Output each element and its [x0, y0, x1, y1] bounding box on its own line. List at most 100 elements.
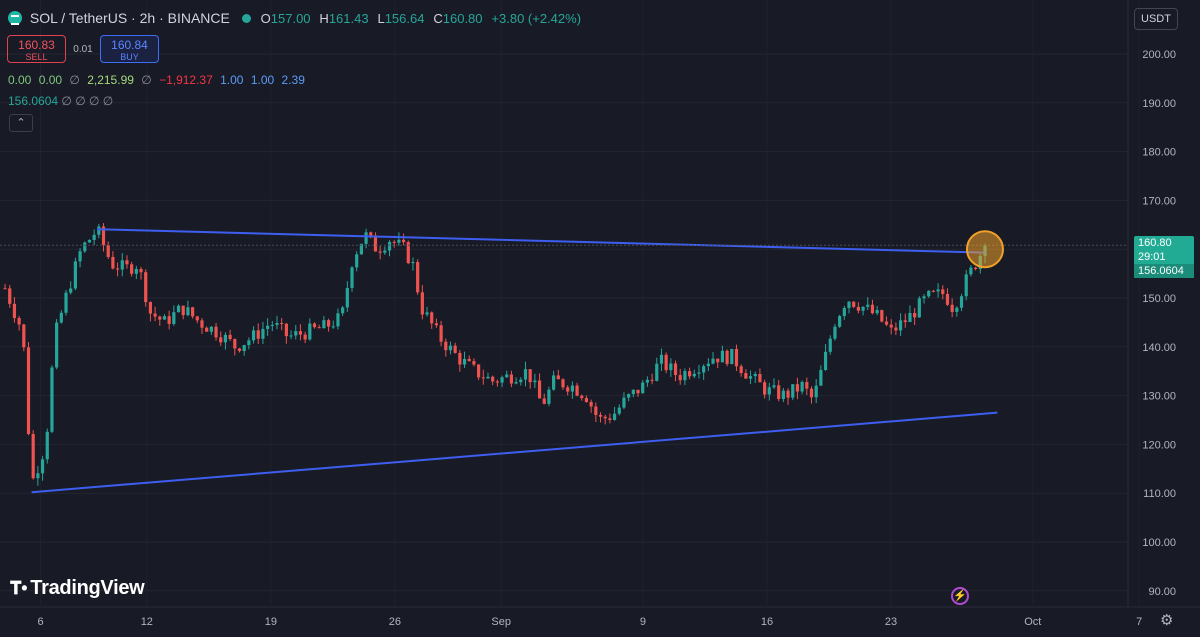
lightning-icon[interactable]: ⚡	[951, 587, 969, 605]
candle-body	[950, 304, 954, 312]
candle-body	[758, 373, 762, 383]
candle-body	[969, 267, 973, 275]
candle-body	[884, 321, 889, 325]
candle-body	[575, 385, 579, 396]
candle-body	[308, 323, 312, 340]
candle-body	[931, 290, 936, 292]
candle-body	[945, 293, 950, 305]
candle-body	[491, 376, 495, 382]
candle-body	[444, 341, 448, 351]
candle-body	[959, 296, 964, 308]
candle-body	[397, 239, 401, 243]
candle-body	[425, 312, 429, 315]
candle-body	[936, 289, 940, 292]
candle-body	[589, 401, 593, 407]
candle-body	[598, 415, 603, 417]
candle-body	[125, 260, 129, 265]
x-tick-label: 26	[389, 616, 401, 628]
candle-body	[167, 316, 171, 324]
candle-body	[78, 251, 82, 262]
candle-body	[659, 354, 664, 364]
candle-body	[519, 379, 523, 383]
candle-body	[233, 339, 237, 349]
candle-body	[856, 306, 860, 311]
candle-body	[22, 324, 26, 348]
x-tick-label: Sep	[491, 616, 511, 628]
open-value: 157.00	[270, 11, 311, 26]
candle-body	[763, 382, 767, 395]
candle-body	[101, 226, 106, 245]
candle-body	[537, 380, 542, 399]
candle-body	[870, 304, 875, 314]
candle-body	[669, 363, 673, 371]
candle-body	[509, 374, 514, 384]
candle-body	[326, 320, 331, 327]
candle-body	[26, 347, 31, 435]
indicator-value: 156.0604	[8, 94, 59, 108]
y-tick-label: 140.00	[1142, 342, 1176, 354]
candle-body	[3, 288, 7, 290]
candle-body	[261, 328, 265, 339]
indicator-value: 1.00	[250, 73, 275, 87]
candle-body	[495, 381, 499, 383]
chevron-up-icon[interactable]: ⌃	[9, 114, 33, 132]
candle-body	[781, 390, 785, 399]
y-tick-label: 100.00	[1142, 537, 1176, 549]
candle-body	[547, 389, 551, 404]
candle-body	[237, 348, 242, 352]
buy-button[interactable]: 160.84 BUY	[100, 35, 159, 63]
candle-body	[45, 431, 49, 460]
candle-body	[270, 324, 274, 326]
x-tick-label: 12	[141, 616, 153, 628]
change-value: +3.80 (+2.42%)	[491, 11, 582, 26]
candle-body	[181, 305, 185, 316]
candle-body	[228, 334, 232, 340]
indicator-price-label: 156.0604	[1134, 264, 1194, 278]
indicator-row-2[interactable]: 156.0604 ∅ ∅ ∅ ∅	[8, 94, 113, 108]
indicator-na: ∅ ∅ ∅ ∅	[61, 94, 114, 108]
candle-body	[242, 345, 246, 352]
candle-body	[584, 398, 589, 402]
candle-body	[552, 375, 556, 390]
indicator-row-1[interactable]: 0.00 0.00 ∅ 2,215.99 ∅ −1,912.37 1.00 1.…	[8, 73, 309, 87]
candle-body	[106, 244, 110, 257]
candle-body	[73, 261, 77, 289]
candle-body	[115, 268, 120, 270]
buy-price: 160.84	[111, 38, 148, 52]
y-tick-label: 120.00	[1142, 439, 1176, 451]
candle-body	[814, 385, 818, 398]
sell-button[interactable]: 160.83 SELL	[7, 35, 66, 63]
candle-body	[298, 331, 303, 335]
symbol-title[interactable]: SOL / TetherUS · 2h · BINANCE	[29, 10, 230, 26]
candle-body	[678, 375, 682, 381]
candle-body	[847, 301, 851, 308]
open-label: O	[260, 11, 271, 26]
candle-body	[842, 307, 846, 317]
candle-body	[120, 260, 124, 270]
candle-body	[730, 349, 734, 365]
candle-body	[312, 323, 317, 328]
indicator-value: 0.00	[38, 73, 63, 87]
candle-body	[12, 303, 17, 319]
candle-body	[322, 320, 326, 329]
resistance-trendline[interactable]	[97, 228, 986, 254]
candle-body	[805, 381, 809, 389]
candle-body	[472, 361, 476, 365]
indicator-na: ∅	[69, 73, 80, 87]
candle-body	[205, 327, 209, 332]
candle-body	[439, 325, 443, 342]
candle-body	[505, 374, 509, 378]
candle-body	[420, 292, 424, 315]
candle-body	[467, 358, 471, 362]
currency-button[interactable]: USDT	[1134, 8, 1178, 30]
candle-body	[655, 363, 659, 381]
tradingview-logo: 𝐓• TradingView	[10, 577, 145, 600]
gear-icon[interactable]: ⚙	[1160, 612, 1174, 629]
highlight-circle[interactable]	[965, 230, 1004, 269]
candle-body	[627, 394, 631, 398]
support-trendline[interactable]	[31, 411, 998, 494]
candle-body	[594, 406, 598, 416]
candle-body	[448, 345, 453, 351]
candle-body	[734, 349, 739, 367]
